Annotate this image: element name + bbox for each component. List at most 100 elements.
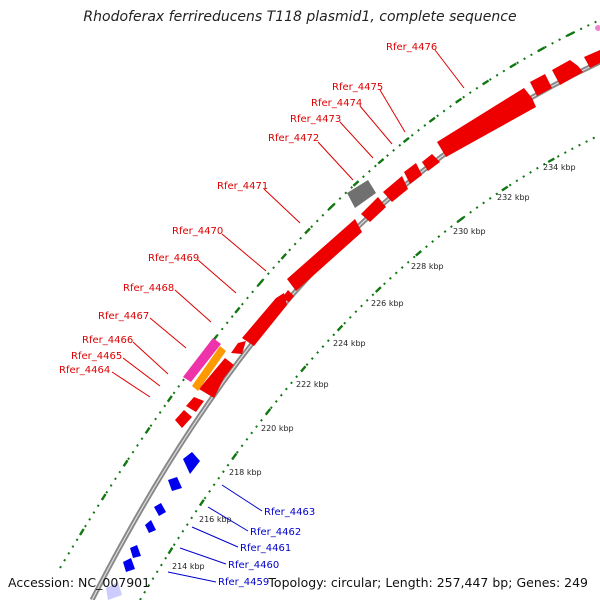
plasmid-backbone-highlight bbox=[91, 61, 600, 600]
label-rfer-4460[interactable]: Rfer_4460 bbox=[228, 560, 279, 571]
gene-rfer-4462[interactable] bbox=[168, 477, 182, 491]
ruler-label-220: 220 kbp bbox=[261, 424, 294, 433]
major-tick bbox=[377, 158, 385, 165]
major-tick bbox=[336, 324, 344, 332]
major-tick bbox=[352, 180, 360, 187]
major-tick bbox=[234, 306, 241, 314]
gene-rfer-4469[interactable] bbox=[282, 290, 294, 302]
gene-rfer-4458[interactable] bbox=[106, 582, 122, 600]
ruler-label-228: 228 kbp bbox=[411, 262, 444, 271]
major-tick bbox=[501, 185, 509, 192]
label-rfer-4464[interactable]: Rfer_4464 bbox=[59, 365, 110, 376]
major-tick bbox=[481, 79, 490, 86]
length-value: 257,447 bp bbox=[436, 575, 509, 590]
major-tick bbox=[144, 426, 151, 435]
topology-label: Topology: bbox=[268, 575, 327, 590]
major-tick bbox=[198, 499, 205, 507]
gene-rfer-4468[interactable] bbox=[242, 293, 287, 346]
outer-tick-ring bbox=[59, 19, 600, 569]
major-tick bbox=[166, 395, 173, 403]
label-rfer-4466[interactable]: Rfer_4466 bbox=[82, 335, 133, 346]
label-rfer-4476[interactable]: Rfer_4476 bbox=[386, 42, 437, 53]
major-tick bbox=[374, 286, 382, 293]
gene-rfer-4475[interactable] bbox=[437, 88, 536, 157]
label-rfer-4462[interactable]: Rfer_4462 bbox=[250, 527, 301, 538]
plasmid-backbone bbox=[89, 59, 600, 600]
major-tick bbox=[537, 46, 546, 52]
major-tick bbox=[231, 452, 238, 460]
accession-info: Accession: NC_007901 bbox=[8, 575, 150, 590]
major-tick bbox=[428, 116, 436, 123]
label-rfer-4475[interactable]: Rfer_4475 bbox=[332, 82, 383, 93]
major-tick bbox=[304, 227, 311, 235]
forward-gene-labels: Rfer_4464 Rfer_4465 Rfer_4466 Rfer_4467 … bbox=[59, 42, 465, 398]
major-tick bbox=[265, 408, 272, 416]
label-rfer-4463[interactable]: Rfer_4463 bbox=[264, 507, 315, 518]
major-tick bbox=[167, 547, 174, 555]
gene-rfer-4470[interactable] bbox=[287, 219, 362, 291]
label-rfer-4469[interactable]: Rfer_4469 bbox=[148, 253, 199, 264]
ruler-labels: 214 kbp 216 kbp 218 kbp 220 kbp 222 kbp … bbox=[172, 163, 576, 571]
major-tick bbox=[300, 365, 307, 373]
label-rfer-4473[interactable]: Rfer_4473 bbox=[290, 114, 341, 125]
outer-major-ticks bbox=[78, 31, 575, 536]
gene-rfer-4473[interactable] bbox=[404, 163, 422, 184]
gene-rfer-4476-c[interactable] bbox=[584, 50, 600, 68]
label-rfer-4467[interactable]: Rfer_4467 bbox=[98, 311, 149, 322]
major-tick bbox=[122, 459, 129, 467]
gene-rfer-4466[interactable] bbox=[199, 358, 234, 398]
ruler-label-218: 218 kbp bbox=[229, 468, 262, 477]
gene-rfer-4474[interactable] bbox=[422, 154, 440, 171]
label-rfer-4459[interactable]: Rfer_4459 bbox=[218, 577, 269, 588]
reverse-strand-genes bbox=[106, 452, 200, 600]
label-rfer-4470[interactable]: Rfer_4470 bbox=[172, 226, 223, 237]
feature-gray-block[interactable] bbox=[347, 180, 376, 208]
gene-rfer-4471[interactable] bbox=[361, 197, 386, 222]
label-rfer-4468[interactable]: Rfer_4468 bbox=[123, 283, 174, 294]
gene-rfer-4476-b[interactable] bbox=[552, 60, 583, 85]
gene-rfer-4472[interactable] bbox=[383, 176, 408, 202]
gene-rfer-4476-a[interactable] bbox=[530, 74, 552, 96]
label-rfer-4474[interactable]: Rfer_4474 bbox=[311, 98, 362, 109]
ruler-label-216: 216 kbp bbox=[199, 515, 232, 524]
gene-rfer-4463[interactable] bbox=[183, 452, 200, 474]
reverse-gene-labels: Rfer_4463 Rfer_4462 Rfer_4461 Rfer_4460 … bbox=[167, 484, 315, 588]
label-rfer-4471[interactable]: Rfer_4471 bbox=[217, 181, 268, 192]
ruler-label-224: 224 kbp bbox=[333, 339, 366, 348]
inner-tick-ring bbox=[139, 134, 600, 600]
major-tick bbox=[100, 493, 107, 501]
major-tick bbox=[257, 279, 264, 287]
topology-value: circular bbox=[330, 575, 378, 590]
gene-rfer-4461[interactable] bbox=[154, 503, 166, 516]
ruler-label-214: 214 kbp bbox=[172, 562, 205, 571]
ruler-label-222: 222 kbp bbox=[296, 380, 329, 389]
feature-pink-edge bbox=[595, 25, 600, 31]
feature-orange-block[interactable] bbox=[192, 346, 226, 391]
gene-rfer-4467[interactable] bbox=[231, 341, 246, 354]
accession-label: Accession: bbox=[8, 575, 75, 590]
genes-value: 249 bbox=[564, 575, 588, 590]
feature-magenta-block[interactable] bbox=[183, 338, 221, 382]
major-tick bbox=[280, 252, 288, 260]
length-label: Length: bbox=[385, 575, 433, 590]
ruler-label-232: 232 kbp bbox=[497, 193, 530, 202]
label-rfer-4465[interactable]: Rfer_4465 bbox=[71, 351, 122, 362]
gene-rfer-4464[interactable] bbox=[175, 410, 192, 428]
forward-strand-genes bbox=[175, 50, 600, 428]
gene-rfer-4459-a[interactable] bbox=[130, 545, 141, 558]
gene-rfer-4460[interactable] bbox=[145, 520, 156, 533]
genes-label: Genes: bbox=[516, 575, 561, 590]
label-rfer-4472[interactable]: Rfer_4472 bbox=[268, 133, 319, 144]
gene-rfer-4459-b[interactable] bbox=[123, 558, 135, 572]
map-title: Rhodoferax ferrireducens T118 plasmid1, … bbox=[83, 9, 517, 25]
major-tick bbox=[509, 62, 517, 69]
major-tick bbox=[547, 157, 555, 164]
major-tick bbox=[402, 136, 410, 144]
ruler-label-226: 226 kbp bbox=[371, 299, 404, 308]
label-rfer-4461[interactable]: Rfer_4461 bbox=[240, 543, 291, 554]
gene-rfer-4465[interactable] bbox=[186, 397, 204, 412]
major-tick bbox=[328, 203, 335, 211]
accession-value: NC_007901 bbox=[78, 575, 151, 590]
